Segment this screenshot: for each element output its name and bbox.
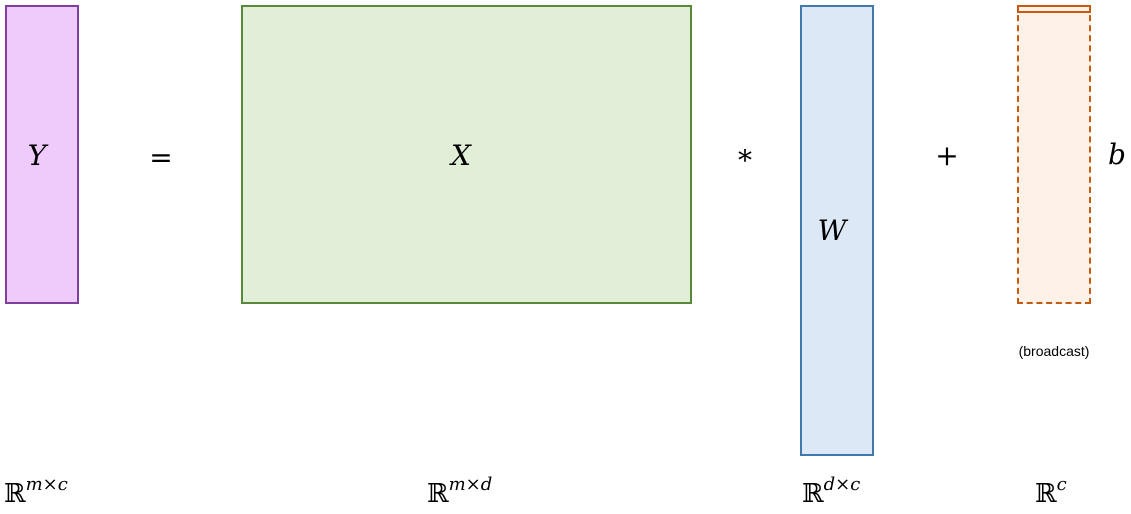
- dimension-w: ℝd×c: [802, 474, 861, 509]
- dimension-y-exponent: m×c: [25, 474, 68, 495]
- dimension-x-base: ℝ: [427, 479, 449, 509]
- matrix-x-label: X: [451, 139, 471, 172]
- dimension-x: ℝm×d: [427, 474, 493, 509]
- bias-vector-box: [1017, 5, 1091, 304]
- dimension-x-exponent: m×d: [448, 474, 493, 495]
- dimension-y: ℝm×c: [4, 474, 68, 509]
- dimension-y-base: ℝ: [4, 479, 26, 509]
- matrix-x-box: [241, 5, 692, 304]
- dimension-b: ℝc: [1035, 474, 1067, 509]
- matrix-w-label: W: [817, 214, 847, 247]
- dimension-w-base: ℝ: [802, 479, 824, 509]
- bias-vector-row: [1017, 5, 1091, 13]
- bias-label: b: [1108, 138, 1126, 171]
- dimension-b-exponent: c: [1056, 474, 1067, 495]
- matrix-y-label: Y: [27, 139, 47, 172]
- plus-sign: +: [935, 139, 959, 172]
- broadcast-note: (broadcast): [1018, 343, 1090, 359]
- equals-sign: =: [149, 141, 173, 174]
- matrix-y-box: [5, 5, 79, 304]
- dimension-w-exponent: d×c: [823, 474, 861, 495]
- multiply-sign: *: [738, 144, 752, 177]
- dimension-b-base: ℝ: [1035, 479, 1057, 509]
- matrix-w-box: [800, 5, 874, 456]
